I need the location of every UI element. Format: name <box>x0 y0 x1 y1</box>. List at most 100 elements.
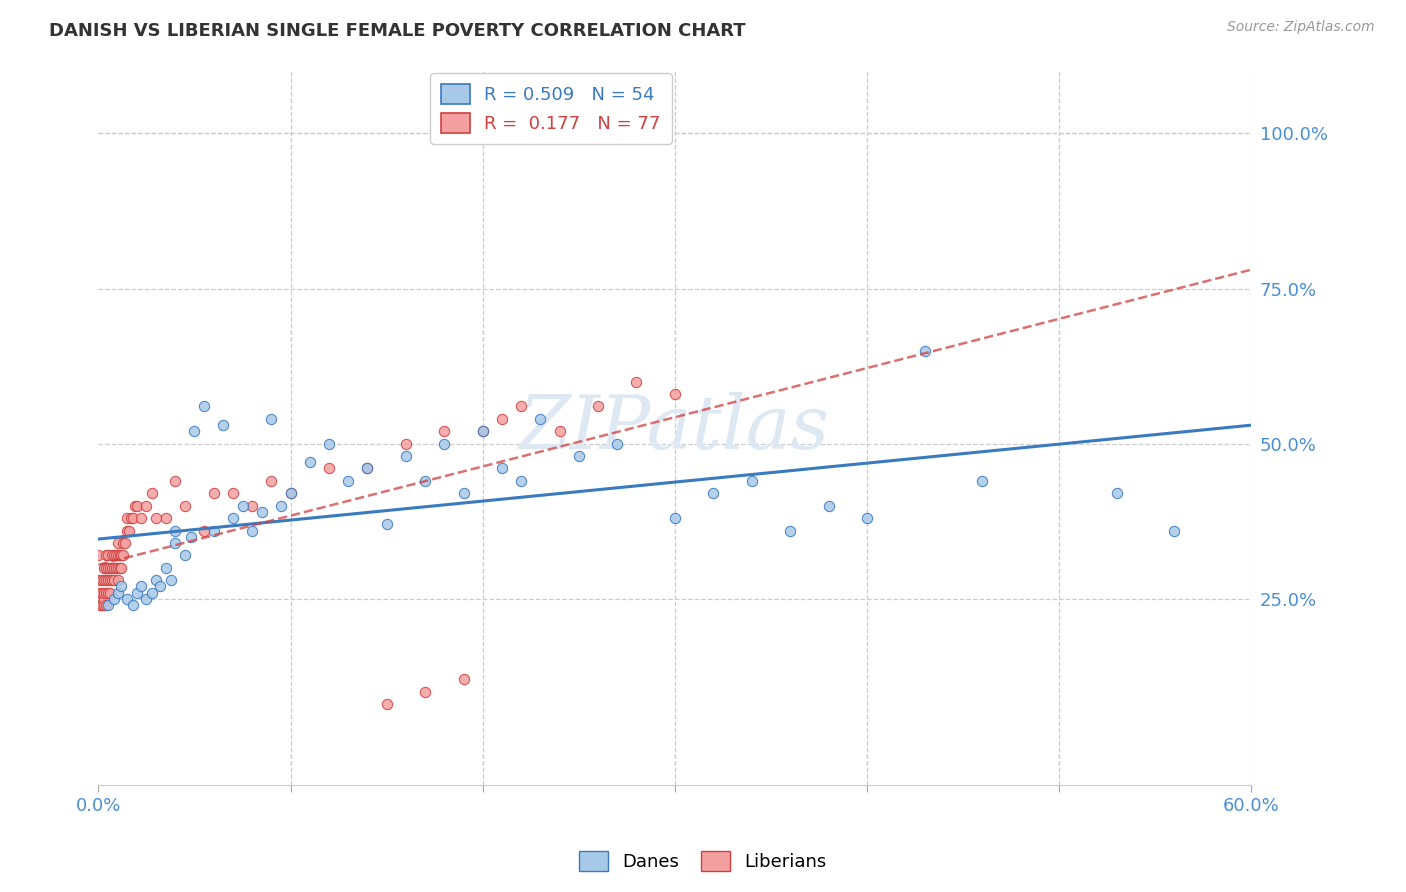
Point <box>606 436 628 450</box>
Point <box>510 474 533 488</box>
Point <box>91 573 114 587</box>
Point <box>129 511 152 525</box>
Point <box>107 585 129 599</box>
Point <box>98 585 121 599</box>
Point <box>817 499 839 513</box>
Point <box>129 579 152 593</box>
Point <box>318 436 340 450</box>
Point <box>856 511 879 525</box>
Point <box>183 424 205 438</box>
Point <box>103 561 125 575</box>
Point <box>117 524 139 538</box>
Point <box>98 561 121 575</box>
Point <box>97 573 120 587</box>
Point <box>107 536 129 550</box>
Point <box>212 418 235 433</box>
Point <box>174 499 197 513</box>
Point <box>149 579 172 593</box>
Point <box>240 524 263 538</box>
Point <box>395 436 418 450</box>
Legend: R = 0.509   N = 54, R =  0.177   N = 77: R = 0.509 N = 54, R = 0.177 N = 77 <box>430 73 672 144</box>
Point <box>433 436 456 450</box>
Point <box>97 549 120 563</box>
Point <box>94 585 117 599</box>
Point <box>122 511 145 525</box>
Point <box>112 536 135 550</box>
Point <box>145 573 167 587</box>
Point <box>972 474 994 488</box>
Point <box>413 685 436 699</box>
Point <box>165 474 187 488</box>
Point <box>93 591 115 606</box>
Point <box>93 598 115 612</box>
Point <box>141 486 163 500</box>
Point <box>471 424 494 438</box>
Point <box>117 591 139 606</box>
Point <box>222 486 245 500</box>
Point <box>107 549 129 563</box>
Point <box>250 505 273 519</box>
Point <box>110 579 132 593</box>
Point <box>165 536 187 550</box>
Point <box>231 499 254 513</box>
Point <box>91 598 114 612</box>
Point <box>107 573 129 587</box>
Point <box>103 591 125 606</box>
Point <box>120 511 142 525</box>
Legend: Danes, Liberians: Danes, Liberians <box>572 844 834 879</box>
Point <box>104 549 127 563</box>
Point <box>741 474 763 488</box>
Point <box>413 474 436 488</box>
Point <box>124 499 146 513</box>
Point <box>337 474 360 488</box>
Point <box>626 375 648 389</box>
Point <box>104 561 127 575</box>
Point <box>135 591 157 606</box>
Point <box>118 524 141 538</box>
Point <box>664 511 686 525</box>
Point <box>93 573 115 587</box>
Point <box>101 549 124 563</box>
Point <box>110 549 132 563</box>
Point <box>93 585 115 599</box>
Point <box>97 598 120 612</box>
Point <box>510 400 533 414</box>
Point <box>702 486 724 500</box>
Point <box>89 585 111 599</box>
Point <box>914 343 936 358</box>
Point <box>107 561 129 575</box>
Point <box>87 549 110 563</box>
Point <box>222 511 245 525</box>
Point <box>1163 524 1185 538</box>
Point <box>202 486 225 500</box>
Point <box>125 585 148 599</box>
Point <box>548 424 571 438</box>
Point <box>108 561 131 575</box>
Point <box>94 573 117 587</box>
Point <box>117 511 139 525</box>
Point <box>193 524 215 538</box>
Point <box>93 561 115 575</box>
Point <box>155 511 177 525</box>
Text: ZIPatlas: ZIPatlas <box>519 392 831 465</box>
Point <box>471 424 494 438</box>
Point <box>491 461 513 475</box>
Point <box>94 549 117 563</box>
Point <box>779 524 801 538</box>
Point <box>110 561 132 575</box>
Point <box>356 461 378 475</box>
Point <box>1105 486 1128 500</box>
Point <box>280 486 302 500</box>
Point <box>94 598 117 612</box>
Point <box>103 573 125 587</box>
Point <box>356 461 378 475</box>
Point <box>664 387 686 401</box>
Point <box>89 598 111 612</box>
Point <box>141 585 163 599</box>
Point <box>91 585 114 599</box>
Point <box>97 561 120 575</box>
Text: Source: ZipAtlas.com: Source: ZipAtlas.com <box>1227 20 1375 34</box>
Point <box>174 549 197 563</box>
Point <box>112 549 135 563</box>
Point <box>94 561 117 575</box>
